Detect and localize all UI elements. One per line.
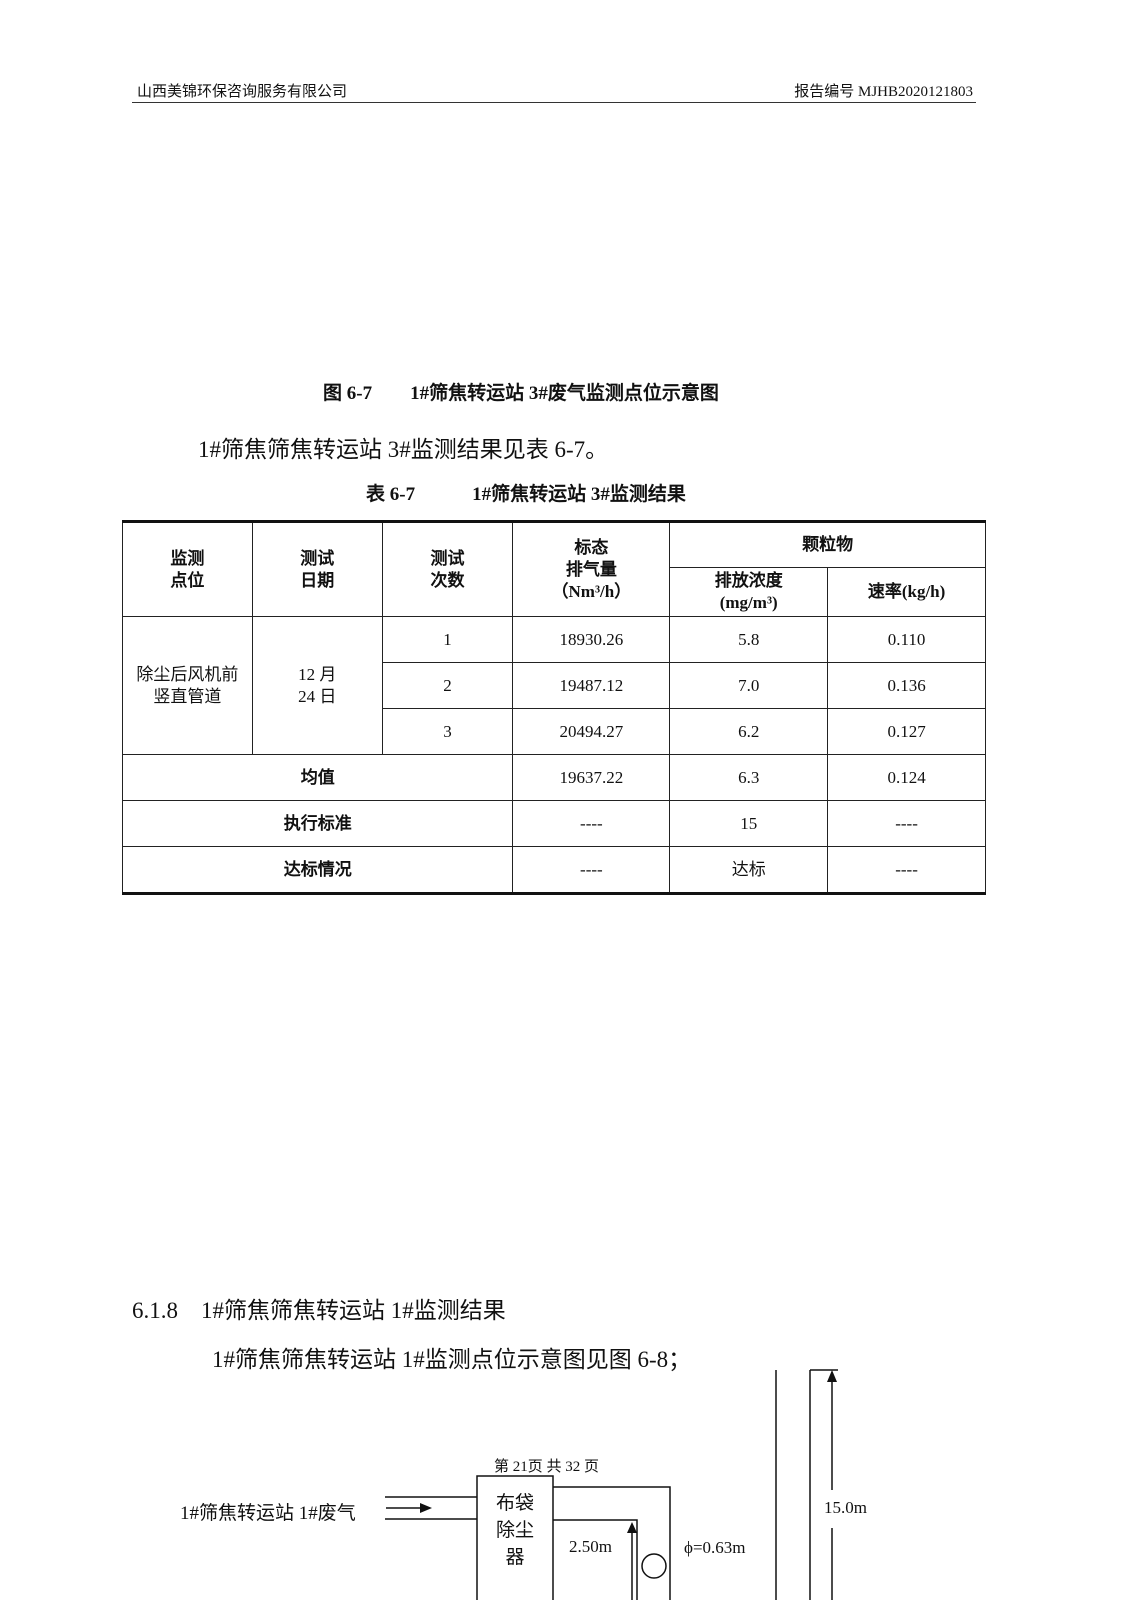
intro-text: 1#筛焦筛焦转运站 3#监测结果见表 6-7。 xyxy=(198,437,609,462)
cell: 达标 xyxy=(669,846,829,894)
header-rule xyxy=(132,102,976,103)
cell: 19637.22 xyxy=(512,754,671,801)
header-rate: 速率(kg/h) xyxy=(827,567,986,617)
section-text: 1#筛焦筛焦转运站 1#监测点位示意图见图 6-8； xyxy=(212,1347,692,1372)
compliance-row: 达标情况 ---- 达标 ---- xyxy=(121,846,986,894)
cell: 19487.12 xyxy=(512,662,671,709)
header-flow: 标态 排气量 （Nm³/h） xyxy=(512,521,671,617)
cell: ---- xyxy=(827,846,986,894)
cell-date: 12 月 24 日 xyxy=(251,616,383,755)
header-conc: 排放浓度 (mg/m³) xyxy=(669,567,829,617)
header-company: 山西美锦环保咨询服务有限公司 xyxy=(137,84,348,100)
baghouse-box xyxy=(476,1475,554,1600)
table-row: 2 19487.12 7.0 0.136 xyxy=(123,662,986,709)
table-caption: 表 6-7 1#筛焦转运站 3#监测结果 xyxy=(366,484,686,505)
header-date: 测试 日期 xyxy=(251,521,383,617)
cell: 1 xyxy=(381,616,514,663)
header-report-number: 报告编号 MJHB2020121803 xyxy=(794,84,973,100)
figure-caption: 图 6-7 1#筛焦转运站 3#废气监测点位示意图 xyxy=(323,383,719,404)
cell: 0.124 xyxy=(827,754,986,801)
height-15-label: 15.0m xyxy=(824,1498,867,1518)
cell: 5.8 xyxy=(669,616,829,663)
cell: 均值 xyxy=(121,754,514,801)
inlet-label: 1#筛焦转运站 1#废气 xyxy=(180,1503,356,1524)
section-heading: 6.1.8 1#筛焦筛焦转运站 1#监测结果 xyxy=(132,1298,506,1323)
cell: 0.110 xyxy=(827,616,986,663)
outlet-pipe-outer xyxy=(553,1486,671,1600)
cell: 20494.27 xyxy=(512,708,671,755)
cell: ---- xyxy=(827,800,986,847)
header-pm: 颗粒物 xyxy=(669,521,986,568)
header-count: 测试 次数 xyxy=(381,521,514,617)
height-2-5-label: 2.50m xyxy=(569,1537,612,1556)
outlet-pipe-inner xyxy=(553,1519,638,1600)
cell: ---- xyxy=(512,846,671,894)
page-footer: 第 21页 共 32 页 xyxy=(494,1459,600,1475)
diameter-label: ϕ=0.63m xyxy=(684,1538,746,1557)
cell-point: 除尘后风机前 竖直管道 xyxy=(122,616,253,755)
results-table: 监测 点位 测试 日期 测试 次数 标态 排气量 （Nm³/h） 颗粒物 排放浓度 (mg/… xyxy=(121,520,986,895)
fan-icon xyxy=(641,1553,667,1579)
cell: 15 xyxy=(669,800,829,847)
cell: 2 xyxy=(381,662,514,709)
cell: 3 xyxy=(381,708,514,755)
baghouse-label: 布袋 除尘器 xyxy=(496,1493,535,1568)
cell: 6.3 xyxy=(669,754,829,801)
cell: ---- xyxy=(512,800,671,847)
cell: 达标情况 xyxy=(121,846,514,894)
mean-row: 均值 19637.22 6.3 0.124 xyxy=(121,754,986,801)
cell: 0.136 xyxy=(827,662,986,709)
